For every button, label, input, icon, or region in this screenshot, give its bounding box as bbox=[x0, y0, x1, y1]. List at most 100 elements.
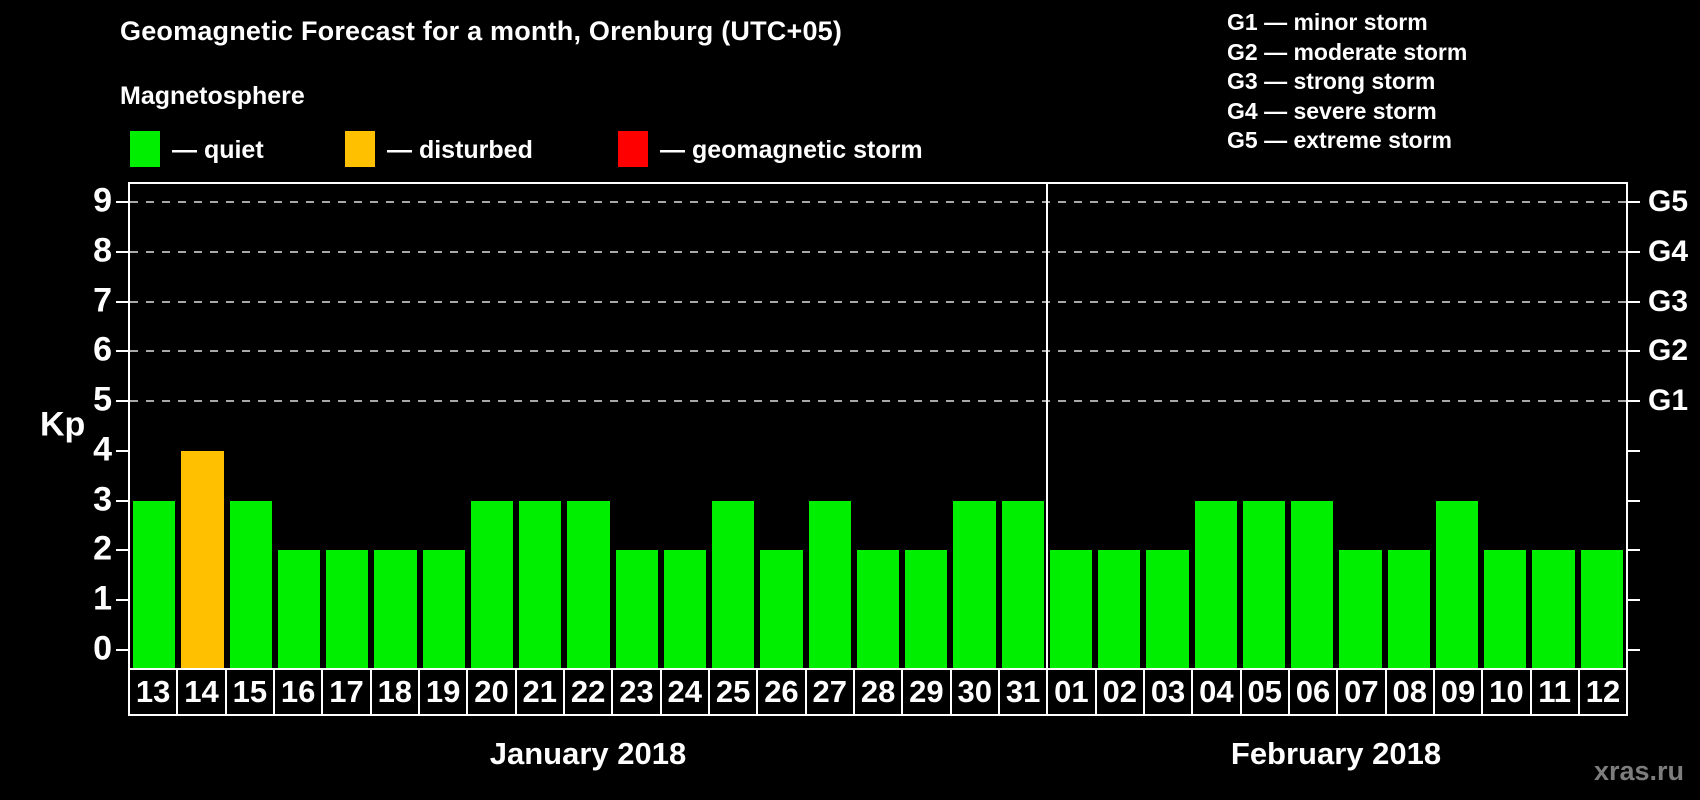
kp-bar-day-20 bbox=[470, 500, 514, 668]
gridline-kp-5 bbox=[130, 400, 1626, 403]
right-tick-kp-4 bbox=[1628, 449, 1640, 452]
kp-bar-day-26 bbox=[760, 550, 803, 668]
y-tick-label-5: 5 bbox=[93, 380, 112, 419]
magnetosphere-label: Magnetosphere bbox=[120, 82, 305, 110]
day-cell-20: 20 bbox=[466, 668, 517, 716]
kp-bar-day-01 bbox=[1049, 550, 1093, 668]
quiet-swatch bbox=[130, 131, 160, 167]
y-axis-title: Kp bbox=[40, 405, 86, 444]
right-axis-label-g1: G1 bbox=[1648, 384, 1689, 418]
right-axis-label-g2: G2 bbox=[1648, 334, 1689, 368]
right-tick-kp-5 bbox=[1628, 400, 1640, 403]
day-cell-19: 19 bbox=[417, 668, 469, 716]
kp-bar-day-19 bbox=[422, 550, 465, 668]
day-cell-03: 03 bbox=[1142, 668, 1194, 716]
storm-legend-label: — geomagnetic storm bbox=[660, 136, 923, 164]
watermark: xras.ru bbox=[1593, 756, 1684, 786]
right-tick-kp-2 bbox=[1628, 549, 1640, 552]
y-tick-label-6: 6 bbox=[93, 331, 112, 370]
right-tick-kp-0 bbox=[1628, 649, 1640, 651]
x-axis-day-row: 13 14 15 16 17 18 19 20 21 22 23 24 25 26 27 28 29 30 31 01… bbox=[128, 668, 1629, 716]
g-legend-row: G5 — extreme storm bbox=[1227, 127, 1452, 153]
kp-bar-day-08 bbox=[1387, 550, 1430, 668]
y-tick-label-3: 3 bbox=[93, 480, 112, 519]
right-tick-kp-9 bbox=[1628, 201, 1640, 203]
day-cell-18: 18 bbox=[369, 668, 420, 716]
day-cell-12: 12 bbox=[1577, 668, 1629, 716]
kp-bar-day-15 bbox=[229, 500, 272, 668]
y-tick-label-9: 9 bbox=[93, 181, 112, 220]
day-cell-27: 27 bbox=[804, 668, 855, 716]
left-tick-kp-7 bbox=[116, 300, 128, 303]
y-tick-label-4: 4 bbox=[93, 430, 112, 469]
left-tick-kp-0 bbox=[116, 649, 128, 651]
kp-bar-day-12 bbox=[1580, 550, 1623, 668]
kp-bar-day-21 bbox=[519, 500, 562, 668]
right-tick-kp-6 bbox=[1628, 350, 1640, 353]
day-cell-08: 08 bbox=[1384, 668, 1435, 716]
right-tick-kp-7 bbox=[1628, 300, 1640, 303]
day-cell-24: 24 bbox=[659, 668, 710, 716]
left-tick-kp-2 bbox=[116, 549, 128, 552]
kp-bar-day-31 bbox=[1001, 500, 1044, 668]
kp-bar-day-11 bbox=[1532, 550, 1575, 668]
kp-bar-day-10 bbox=[1484, 550, 1527, 668]
plot-area bbox=[128, 182, 1628, 670]
g-legend-row: G2 — moderate storm bbox=[1227, 38, 1468, 65]
day-cell-01: 01 bbox=[1046, 668, 1097, 716]
y-tick-label-7: 7 bbox=[93, 281, 112, 320]
gridline-kp-6 bbox=[130, 350, 1626, 353]
kp-bar-day-27 bbox=[808, 500, 851, 668]
kp-bar-day-22 bbox=[567, 500, 610, 668]
y-tick-label-0: 0 bbox=[93, 629, 112, 668]
day-cell-25: 25 bbox=[707, 668, 759, 716]
day-cell-06: 06 bbox=[1287, 668, 1339, 716]
gridline-kp-9 bbox=[130, 201, 1626, 203]
kp-bar-day-07 bbox=[1339, 550, 1382, 668]
gridline-kp-8 bbox=[130, 250, 1626, 253]
left-tick-kp-5 bbox=[116, 400, 128, 403]
left-tick-kp-1 bbox=[116, 599, 128, 602]
right-axis-label-g4: G4 bbox=[1648, 234, 1689, 268]
day-cell-23: 23 bbox=[611, 668, 662, 716]
day-cell-09: 09 bbox=[1432, 668, 1484, 716]
day-cell-28: 28 bbox=[852, 668, 904, 716]
y-tick-label-8: 8 bbox=[93, 231, 112, 270]
kp-bar-day-03 bbox=[1146, 550, 1189, 668]
day-cell-11: 11 bbox=[1529, 668, 1580, 716]
y-tick-label-2: 2 bbox=[93, 530, 112, 569]
right-axis-label-g3: G3 bbox=[1648, 284, 1689, 318]
g-legend-row: G4 — severe storm bbox=[1227, 97, 1437, 124]
right-tick-kp-8 bbox=[1628, 250, 1640, 253]
day-cell-22: 22 bbox=[562, 668, 614, 716]
day-cell-31: 31 bbox=[997, 668, 1049, 716]
kp-bar-day-02 bbox=[1098, 550, 1141, 668]
right-tick-kp-1 bbox=[1628, 599, 1640, 602]
right-axis-label-g5: G5 bbox=[1648, 185, 1689, 218]
day-cell-13: 13 bbox=[128, 668, 179, 716]
kp-bar-day-13 bbox=[133, 500, 176, 668]
kp-bar-day-29 bbox=[905, 550, 948, 668]
day-cell-15: 15 bbox=[224, 668, 275, 716]
kp-bar-day-18 bbox=[374, 550, 417, 668]
kp-bar-day-05 bbox=[1242, 500, 1286, 668]
left-tick-kp-8 bbox=[116, 250, 128, 253]
y-tick-label-1: 1 bbox=[93, 579, 112, 618]
storm-swatch bbox=[618, 131, 648, 167]
month-separator-line bbox=[1045, 184, 1048, 668]
month-label-january: January 2018 bbox=[489, 736, 687, 771]
g-scale-legend: G1 — minor storm G2 — moderate storm G3 — … bbox=[1227, 8, 1467, 156]
day-cell-04: 04 bbox=[1191, 668, 1242, 716]
chart-title: Geomagnetic Forecast for a month, Orenbu… bbox=[120, 16, 843, 46]
kp-bar-day-14 bbox=[181, 450, 224, 668]
day-cell-07: 07 bbox=[1336, 668, 1387, 716]
g-legend-row: G3 — strong storm bbox=[1227, 68, 1436, 94]
day-cell-26: 26 bbox=[756, 668, 807, 716]
day-cell-30: 30 bbox=[949, 668, 1000, 716]
kp-bar-day-16 bbox=[277, 550, 321, 668]
kp-bar-day-24 bbox=[663, 550, 707, 668]
left-tick-kp-6 bbox=[116, 350, 128, 353]
plot-inner bbox=[130, 184, 1626, 668]
kp-bar-day-30 bbox=[953, 500, 996, 668]
